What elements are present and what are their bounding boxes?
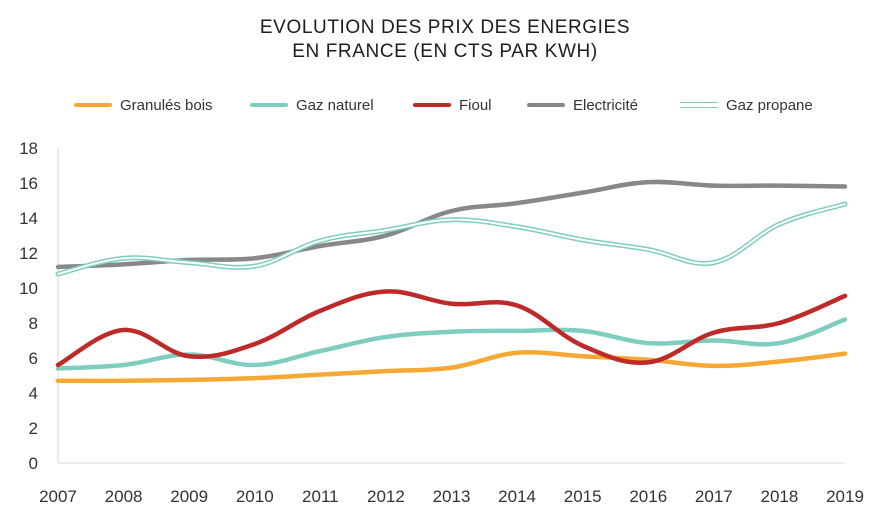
x-tick-label: 2010 — [236, 487, 274, 506]
y-tick-label: 2 — [29, 419, 38, 438]
legend-swatch-gaz-propane — [680, 102, 718, 108]
series-line-gaz-propane — [55, 201, 848, 277]
series-lines — [55, 179, 848, 384]
legend-item-granules-bois: Granulés bois — [74, 92, 213, 118]
legend-label-electricite: Electricité — [573, 96, 639, 114]
legend-swatch-granules-bois — [74, 103, 112, 107]
x-tick-label: 2015 — [564, 487, 602, 506]
series-line-electricite — [55, 179, 848, 270]
x-tick-label: 2008 — [105, 487, 143, 506]
x-tick-label: 2019 — [826, 487, 864, 506]
series-line-gaz-naturel — [55, 317, 848, 371]
y-tick-label: 4 — [29, 384, 38, 403]
y-tick-label: 6 — [29, 349, 38, 368]
chart-legend: Granulés bois Gaz naturel Fioul Electric… — [0, 92, 890, 118]
x-tick-label: 2014 — [498, 487, 536, 506]
y-tick-label: 14 — [19, 209, 38, 228]
chart-title-line-2: EN FRANCE (EN CTS PAR KWH) — [292, 41, 598, 62]
legend-label-granules-bois: Granulés bois — [120, 96, 213, 114]
series-line-fioul — [55, 289, 848, 368]
x-tick-label: 2017 — [695, 487, 733, 506]
y-tick-label: 10 — [19, 279, 38, 298]
x-tick-label: 2007 — [39, 487, 77, 506]
y-tick-labels: 0 2 4 6 8 10 12 14 16 18 — [19, 139, 38, 473]
legend-item-gaz-naturel: Gaz naturel — [250, 92, 374, 118]
x-tick-label: 2013 — [433, 487, 471, 506]
x-tick-label: 2009 — [170, 487, 208, 506]
y-tick-label: 8 — [29, 314, 38, 333]
legend-label-gaz-propane: Gaz propane — [726, 96, 813, 114]
legend-swatch-gaz-naturel — [250, 103, 288, 107]
legend-label-gaz-naturel: Gaz naturel — [296, 96, 374, 114]
y-tick-label: 18 — [19, 139, 38, 158]
y-tick-label: 16 — [19, 174, 38, 193]
chart-title-line-1: EVOLUTION DES PRIX DES ENERGIES — [259, 17, 631, 38]
chart-title: EVOLUTION DES PRIX DES ENERGIES EN FRANC… — [0, 16, 890, 64]
x-tick-label: 2011 — [302, 487, 339, 506]
legend-swatch-fioul — [413, 103, 451, 107]
legend-label-fioul: Fioul — [459, 96, 492, 114]
x-tick-labels: 2007 2008 2009 2010 2011 2012 2013 2014 2015 2016… — [39, 487, 864, 506]
series-line-granules-bois — [55, 349, 848, 384]
series-line-gaz-propane-inner — [57, 203, 846, 275]
legend-item-gaz-propane: Gaz propane — [680, 92, 813, 118]
legend-swatch-electricite — [527, 103, 565, 107]
chart-axes — [57, 148, 845, 464]
x-tick-label: 2016 — [629, 487, 667, 506]
x-tick-label: 2012 — [367, 487, 405, 506]
x-tick-label: 2018 — [761, 487, 799, 506]
y-tick-label: 12 — [19, 244, 38, 263]
legend-item-fioul: Fioul — [413, 92, 492, 118]
y-tick-label: 0 — [29, 454, 38, 473]
legend-item-electricite: Electricité — [527, 92, 638, 118]
